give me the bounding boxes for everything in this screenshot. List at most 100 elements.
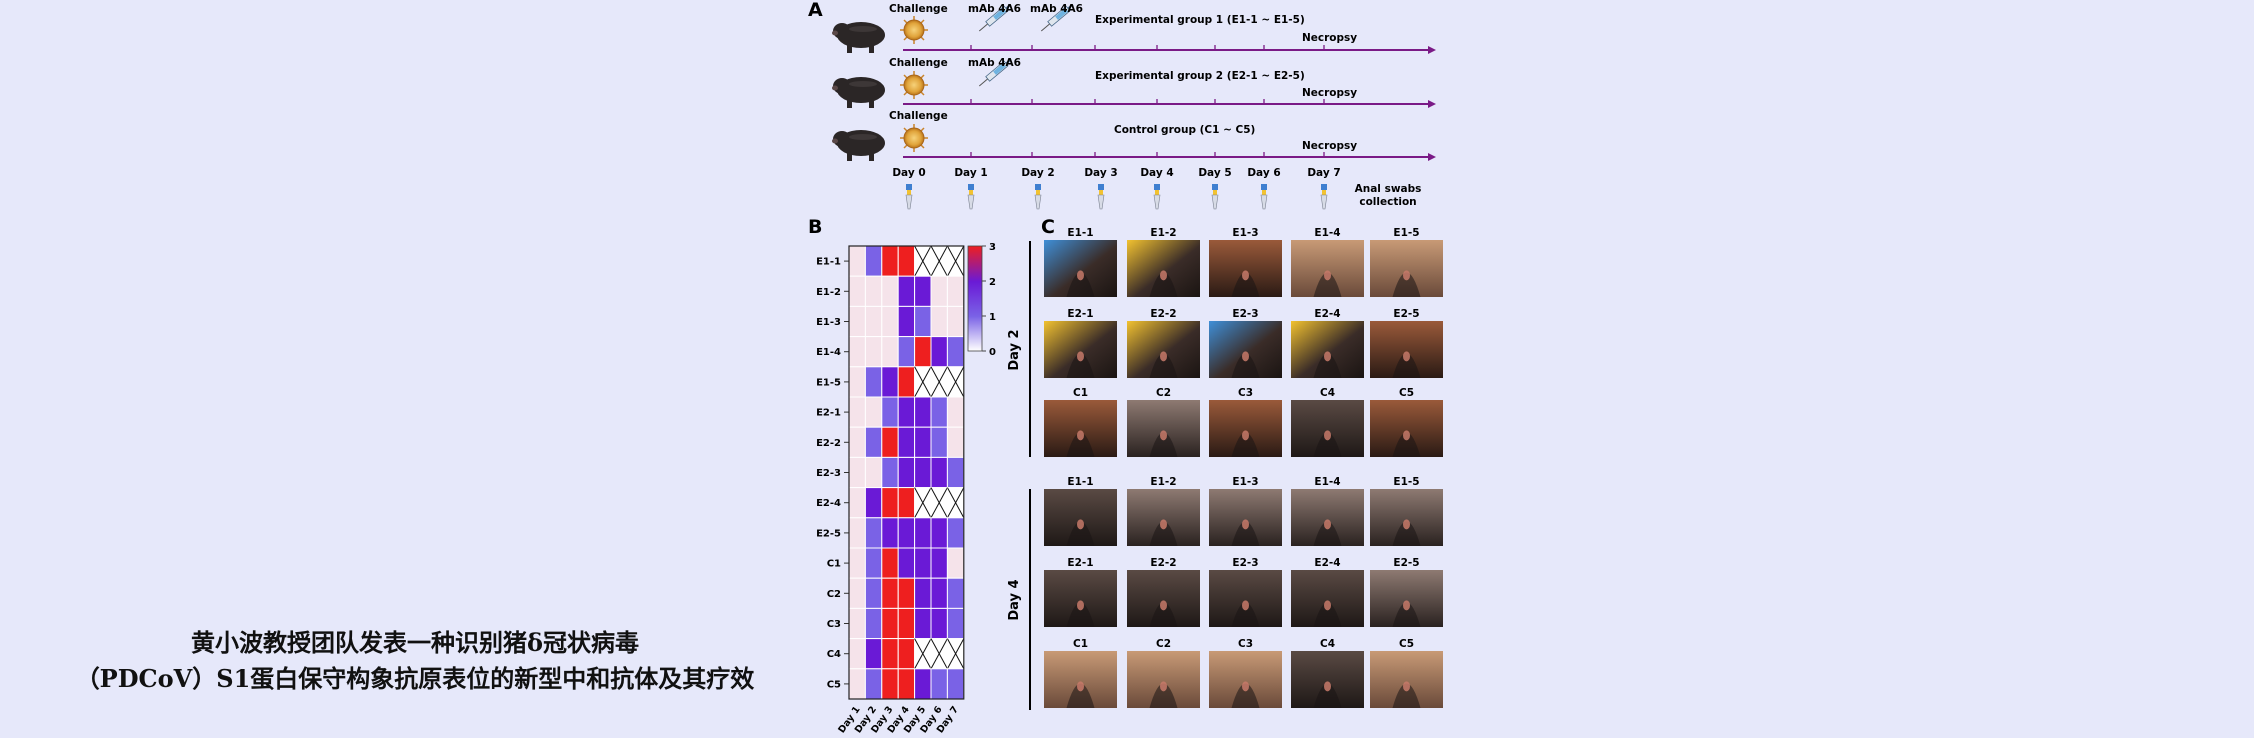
photo-label: C2 (1156, 387, 1171, 399)
heatmap-frame (848, 245, 965, 700)
photo-label: E1-3 (1232, 476, 1258, 488)
heatmap-cell (930, 517, 948, 549)
swab-tube-icon (1320, 184, 1328, 210)
anal-region-photo (1127, 570, 1200, 627)
heatmap-cell (848, 547, 866, 579)
missing-cell-cross (946, 638, 965, 670)
anal-region-photo (1370, 570, 1443, 627)
heatmap-cell (864, 487, 883, 519)
heatmap-cell (881, 305, 899, 338)
photo-label: E1-5 (1393, 476, 1419, 488)
swab-tube-icon (1211, 184, 1219, 210)
photo-label: E2-5 (1393, 557, 1419, 569)
day-label: Day 7 (1307, 167, 1340, 179)
heatmap-row-label: E2-5 (816, 528, 841, 539)
anal-region-photo (1291, 651, 1364, 708)
heatmap-cell (864, 607, 883, 640)
heatmap-cell (914, 275, 932, 307)
heatmap-row-label: E1-1 (816, 257, 841, 268)
arrow-head (1428, 46, 1436, 54)
missing-cell-cross (914, 638, 932, 670)
heatmap-cell (930, 577, 948, 609)
heatmap-cell (881, 547, 899, 579)
anal-region-photo (1209, 400, 1282, 457)
anal-region-photo (1370, 489, 1443, 546)
timeline-control: Challenge Control group (C1 ~ C5) Necrop… (832, 110, 1436, 161)
heatmap-cell (914, 577, 932, 609)
anal-region-photo (1127, 651, 1200, 708)
heatmap-cell (848, 426, 866, 458)
swab-tube-icon (1097, 184, 1105, 210)
heatmap-cell (881, 396, 899, 428)
scale-tick-label: 1 (989, 312, 996, 323)
heatmap-row-label: C3 (827, 619, 841, 630)
anal-region-photo (1291, 321, 1364, 378)
arrow-head (1428, 153, 1436, 161)
missing-cell-cross (930, 638, 948, 670)
missing-cell-cross (914, 366, 932, 398)
heatmap-cell (848, 607, 866, 640)
pig-icon (832, 77, 885, 108)
heatmap-cell (930, 456, 948, 489)
heatmap-cell (914, 517, 932, 549)
swab-tube-icon (1153, 184, 1161, 210)
photo-label: C5 (1399, 387, 1414, 399)
heatmap-row-label: E1-5 (816, 377, 841, 388)
control-group-label: Control group (C1 ~ C5) (1114, 124, 1255, 136)
missing-cell-cross (930, 487, 948, 519)
heatmap-cell (897, 607, 916, 640)
heatmap-cell (897, 577, 916, 609)
syringe-icon (978, 3, 1012, 32)
heatmap-cell (864, 456, 883, 489)
heatmap-cell (897, 456, 916, 489)
heatmap-cell (864, 275, 883, 307)
arrow-head (1428, 100, 1436, 108)
pig-icon (832, 130, 885, 161)
heatmap-cell (848, 305, 866, 338)
heatmap-cell (848, 668, 866, 700)
heatmap-row-label: E2-2 (816, 438, 841, 449)
heatmap-cell (881, 487, 899, 519)
photo-label: C2 (1156, 638, 1171, 650)
heatmap-cell (848, 517, 866, 549)
heatmap-cell (914, 336, 932, 368)
heatmap-cell (881, 456, 899, 489)
day-4-label: Day 4 (1007, 579, 1022, 620)
heatmap-cell (914, 305, 932, 338)
challenge-label: Challenge (889, 3, 948, 15)
heatmap-cell (897, 517, 916, 549)
virus-icon (900, 16, 928, 44)
heatmap-cell (848, 275, 866, 307)
heatmap-cell (864, 638, 883, 670)
heatmap-cell (881, 668, 899, 700)
heatmap-cell (897, 305, 916, 338)
heatmap-row-label: E2-4 (816, 498, 841, 509)
photo-label: E2-1 (1067, 557, 1093, 569)
heatmap-cell (864, 396, 883, 428)
heatmap-cell (930, 668, 948, 700)
timeline-group-1: Challenge mAb 4A6 mAb 4A6 Experimental g… (832, 3, 1436, 54)
heatmap-cell (897, 366, 916, 398)
photo-label: E2-2 (1150, 557, 1176, 569)
anal-region-photo (1044, 400, 1117, 457)
heatmap-cell (864, 366, 883, 398)
anal-region-photo (1044, 570, 1117, 627)
heatmap-row-label: E1-2 (816, 287, 841, 298)
caption-line-2: （PDCoV）S1蛋白保守构象抗原表位的新型中和抗体及其疗效 (75, 664, 755, 693)
heatmap: E1-1 E1-2 E1-3 E1-4 E1-5 E2-1 E2-2 E2-3 E2-4 E2-5… (816, 245, 965, 735)
missing-cell-cross (946, 245, 965, 277)
heatmap-cell (946, 275, 965, 307)
heatmap-cell (848, 456, 866, 489)
photo-label: C3 (1238, 387, 1253, 399)
anal-region-photo (1127, 240, 1200, 297)
heatmap-cell (881, 275, 899, 307)
timeline-ticks (970, 99, 1325, 104)
virus-icon (900, 124, 928, 152)
heatmap-cell (930, 607, 948, 640)
heatmap-row-label: C1 (827, 559, 841, 570)
heatmap-cell (914, 668, 932, 700)
heatmap-cell (946, 456, 965, 489)
day-label: Day 0 (892, 167, 925, 179)
heatmap-row-label: C5 (827, 679, 841, 690)
color-scale-bar (967, 245, 983, 352)
